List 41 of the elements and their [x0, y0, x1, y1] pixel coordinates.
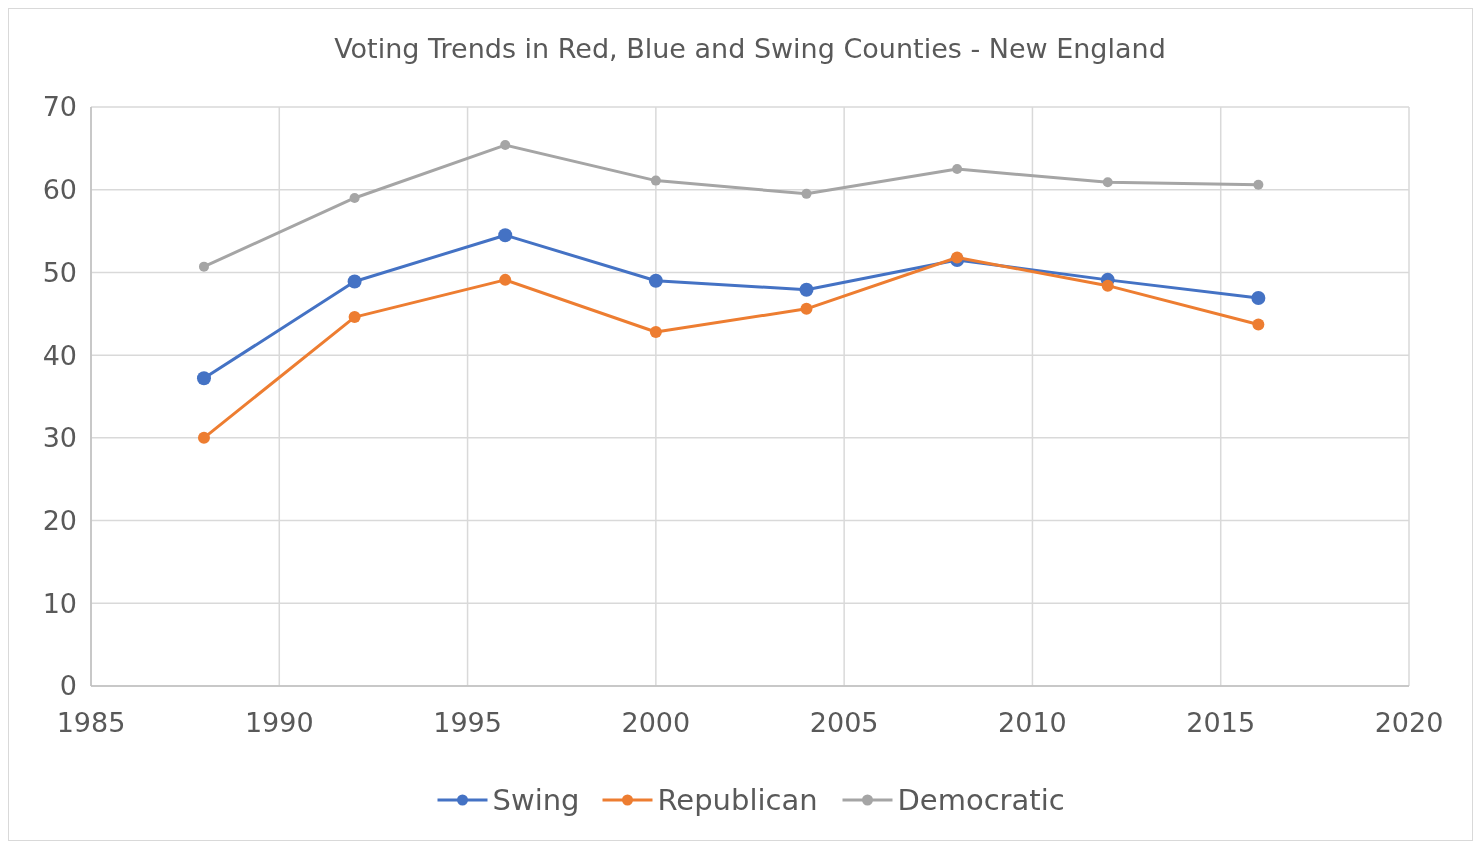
x-tick-label: 2000 [621, 707, 691, 738]
x-tick-label: 1985 [56, 707, 126, 738]
point [649, 325, 662, 338]
point [800, 302, 813, 315]
point [348, 311, 361, 324]
x-tick-label: 2015 [1186, 707, 1256, 738]
point [197, 431, 210, 444]
point [952, 164, 963, 175]
x-tick-label: 2010 [998, 707, 1067, 738]
y-tick-label: 20 [42, 505, 77, 537]
point [799, 282, 814, 297]
point [1252, 318, 1265, 331]
point [1101, 279, 1114, 292]
x-tick-label: 2020 [1374, 707, 1444, 738]
x-tick-label: 1990 [244, 707, 314, 738]
y-tick-label: 0 [59, 670, 77, 702]
legend-label: Swing [492, 783, 580, 818]
point [1251, 291, 1266, 306]
y-tick-label: 50 [42, 256, 77, 288]
point [349, 192, 360, 203]
chart-title: Voting Trends in Red, Blue and Swing Counties - New England [334, 33, 1166, 64]
point [648, 273, 663, 288]
x-tick-label: 1995 [433, 707, 502, 738]
point [500, 140, 511, 151]
point [498, 228, 513, 243]
y-tick-label: 10 [42, 587, 77, 619]
y-tick-label: 60 [42, 174, 77, 206]
y-tick-label: 70 [42, 91, 77, 123]
point [1102, 177, 1113, 188]
point [347, 274, 362, 289]
point [196, 371, 211, 386]
point [499, 273, 512, 286]
legend-label: Republican [657, 783, 818, 818]
point [650, 175, 661, 186]
legend-label: Democratic [897, 783, 1065, 818]
x-tick-label: 2005 [809, 707, 879, 738]
y-tick-label: 30 [42, 422, 77, 454]
point [1253, 179, 1264, 190]
point [801, 188, 812, 199]
point [198, 261, 209, 272]
y-tick-label: 40 [42, 339, 77, 371]
